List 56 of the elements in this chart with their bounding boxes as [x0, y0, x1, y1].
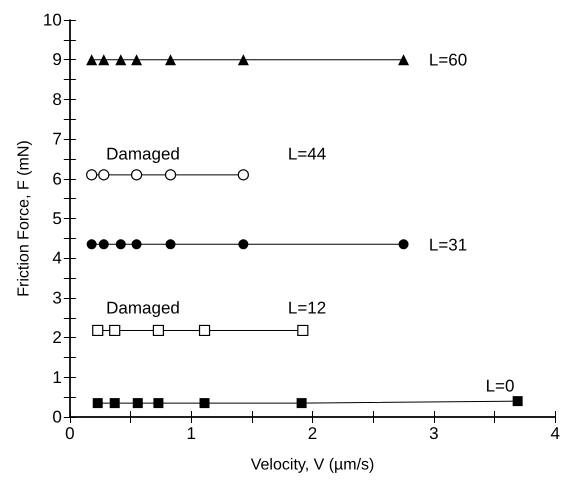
y-tick-label: 2	[52, 328, 62, 348]
point	[153, 398, 164, 408]
point	[92, 398, 103, 408]
y-tick-label: 9	[52, 50, 62, 70]
point	[164, 169, 176, 180]
point	[166, 239, 176, 250]
point	[98, 169, 110, 180]
point	[131, 54, 142, 66]
point	[297, 324, 308, 336]
series-label: L=12	[288, 298, 326, 318]
y-axis-title: Friction Force, F (mN)	[16, 140, 32, 297]
annotation: Damaged	[106, 144, 180, 164]
x-tick-label: 2	[308, 424, 318, 443]
y-tick-label: 1	[52, 368, 62, 387]
point	[109, 324, 120, 336]
point	[398, 54, 410, 66]
point	[132, 398, 143, 408]
point	[115, 54, 126, 66]
y-tick-label: 4	[52, 248, 62, 268]
point	[132, 239, 142, 250]
point	[92, 324, 104, 336]
point	[165, 54, 176, 66]
y-tick-label: 3	[52, 288, 62, 308]
point	[512, 396, 523, 406]
point	[110, 398, 120, 408]
point	[398, 239, 409, 250]
point	[152, 324, 164, 336]
x-tick-label: 4	[550, 424, 560, 443]
point	[130, 169, 142, 180]
point	[238, 239, 248, 250]
y-tick-label: 10	[42, 10, 62, 30]
point	[238, 54, 249, 66]
point	[200, 398, 210, 408]
series-label: L=0	[486, 376, 514, 396]
point	[238, 169, 249, 180]
x-axis-title: Velocity, V (µm/s)	[250, 456, 374, 474]
x-tick-label: 1	[186, 424, 196, 443]
y-tick-label: 7	[52, 130, 62, 149]
point	[198, 324, 210, 336]
point	[116, 239, 126, 250]
y-tick-label: 6	[52, 169, 62, 188]
y-tick-label: 0	[52, 408, 62, 426]
point	[86, 239, 97, 250]
annotation: Damaged	[106, 298, 180, 318]
text: L=44	[288, 144, 326, 164]
point	[98, 54, 110, 66]
point	[296, 398, 307, 408]
y-tick-label: 5	[52, 209, 62, 228]
y-tick-label: 8	[52, 90, 62, 109]
point	[98, 239, 109, 250]
point	[86, 169, 98, 180]
x-tick-label: 0	[65, 424, 75, 443]
x-tick-label: 3	[429, 424, 439, 443]
series-label: L=31	[428, 236, 468, 254]
series-label: L=60	[428, 50, 468, 70]
point	[86, 54, 98, 66]
